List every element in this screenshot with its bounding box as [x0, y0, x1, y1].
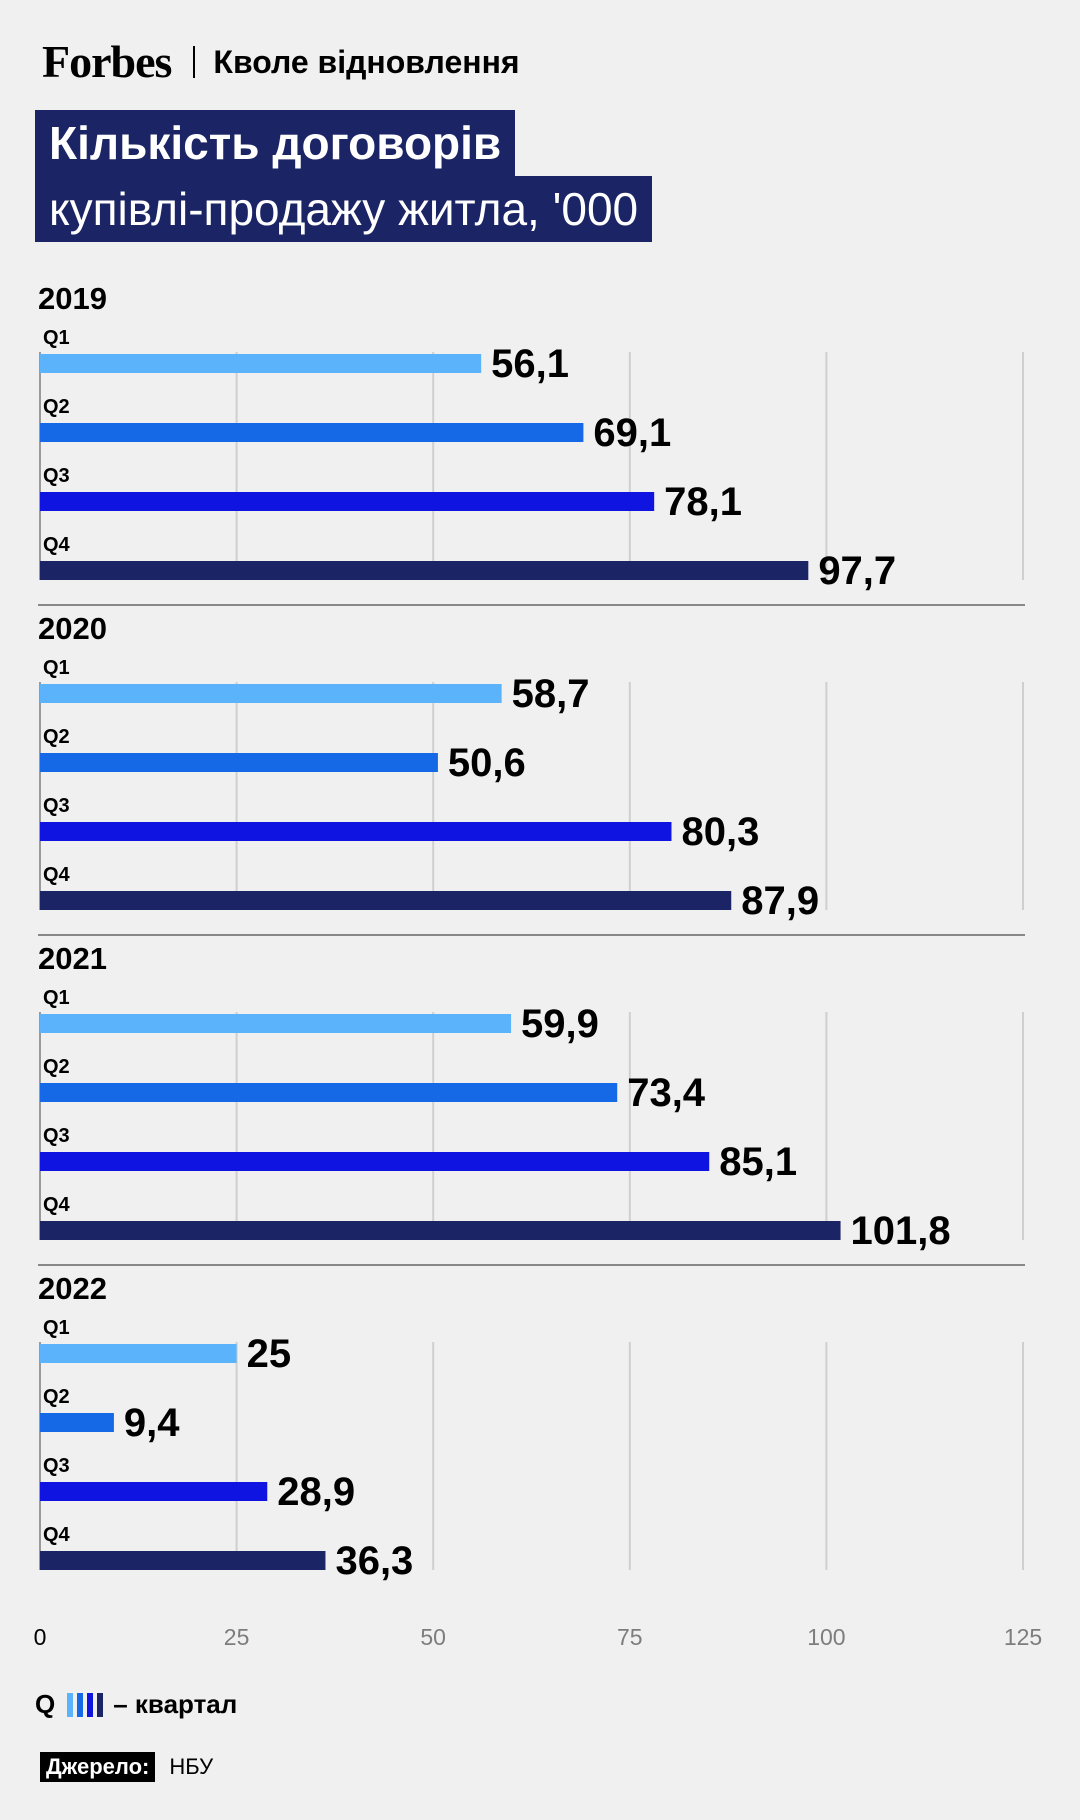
value-label-2019-q4: 97,7	[818, 549, 896, 593]
bar-2021-q1	[40, 1014, 512, 1033]
source-label: Джерело:	[40, 1752, 156, 1782]
bar-2020-q1	[40, 684, 502, 703]
quarter-label-2022-q4: Q4	[43, 1524, 71, 1546]
quarter-label-2021-q4: Q4	[43, 1194, 71, 1216]
value-label-2020-q4: 87,9	[741, 879, 819, 923]
value-label-2021-q1: 59,9	[521, 1002, 599, 1046]
bar-2021-q3	[40, 1152, 710, 1171]
legend-text: – квартал	[113, 1689, 238, 1719]
source: Джерело: НБУ	[40, 1752, 213, 1782]
quarter-label-2019-q4: Q4	[43, 534, 71, 556]
quarter-label-2021-q3: Q3	[43, 1125, 70, 1147]
quarter-label-2020-q1: Q1	[43, 657, 70, 679]
header-divider	[193, 46, 196, 78]
legend-swatch-q3	[87, 1692, 94, 1717]
bar-2020-q2	[40, 753, 438, 772]
year-label-2021: 2021	[38, 941, 107, 976]
source-value: НБУ	[169, 1754, 214, 1779]
x-tick-label-0: 0	[34, 1624, 47, 1650]
value-label-2019-q2: 69,1	[593, 411, 671, 455]
bar-2022-q1	[40, 1344, 237, 1363]
value-label-2021-q2: 73,4	[627, 1071, 706, 1115]
bar-2021-q4	[40, 1221, 841, 1240]
quarter-label-2020-q2: Q2	[43, 726, 70, 748]
legend: Q – квартал	[35, 1689, 237, 1720]
value-label-2022-q2: 9,4	[124, 1401, 180, 1445]
value-label-2019-q3: 78,1	[664, 480, 742, 524]
bar-2022-q2	[40, 1413, 114, 1432]
chart-title: Кількість договорів купівлі-продажу житл…	[35, 110, 653, 242]
bar-2020-q3	[40, 822, 672, 841]
legend-prefix: Q	[35, 1689, 56, 1719]
bar-2019-q1	[40, 354, 482, 373]
value-label-2020-q1: 58,7	[512, 672, 590, 716]
bar-2019-q3	[40, 492, 655, 511]
value-label-2022-q1: 25	[247, 1332, 292, 1376]
bar-2020-q4	[40, 891, 732, 910]
value-label-2020-q3: 80,3	[681, 810, 759, 854]
quarter-label-2022-q1: Q1	[43, 1317, 70, 1339]
quarter-label-2020-q3: Q3	[43, 795, 70, 817]
bar-2019-q4	[40, 561, 809, 580]
bar-2019-q2	[40, 423, 584, 442]
value-label-2021-q4: 101,8	[851, 1209, 951, 1253]
legend-swatch-q2	[77, 1692, 84, 1717]
quarter-label-2019-q3: Q3	[43, 465, 70, 487]
x-tick-label-75: 75	[617, 1624, 643, 1650]
year-label-2020: 2020	[38, 611, 107, 646]
year-label-2019: 2019	[38, 281, 107, 316]
bar-chart: 2019 Q1 56,1 Q2 69,1 Q3 78,1 Q4 97,7 2020 Q1 58,7 Q2…	[34, 281, 1043, 1650]
title-line-1: Кількість договорів	[35, 110, 516, 176]
value-label-2022-q4: 36,3	[335, 1539, 413, 1583]
bar-2022-q4	[40, 1551, 326, 1570]
legend-swatch-q1	[67, 1692, 74, 1717]
forbes-logo: Forbes	[42, 36, 172, 87]
header: Forbes Кволе відновлення	[42, 34, 520, 90]
value-label-2020-q2: 50,6	[448, 741, 526, 785]
quarter-label-2021-q1: Q1	[43, 987, 70, 1009]
quarter-label-2019-q1: Q1	[43, 327, 70, 349]
value-label-2019-q1: 56,1	[491, 342, 569, 386]
year-label-2022: 2022	[38, 1271, 107, 1306]
legend-swatch-q4	[97, 1692, 104, 1717]
x-tick-label-125: 125	[1004, 1624, 1042, 1650]
x-tick-label-50: 50	[420, 1624, 446, 1650]
bar-2022-q3	[40, 1482, 268, 1501]
title-line-2: купівлі-продажу житла, '000	[35, 176, 653, 242]
quarter-label-2021-q2: Q2	[43, 1056, 70, 1078]
header-section: Кволе відновлення	[213, 43, 520, 80]
quarter-label-2020-q4: Q4	[43, 864, 71, 886]
quarter-label-2022-q2: Q2	[43, 1386, 70, 1408]
bar-2021-q2	[40, 1083, 618, 1102]
value-label-2021-q3: 85,1	[719, 1140, 797, 1184]
quarter-label-2022-q3: Q3	[43, 1455, 70, 1477]
x-tick-label-25: 25	[224, 1624, 250, 1650]
x-tick-label-100: 100	[807, 1624, 845, 1650]
quarter-label-2019-q2: Q2	[43, 396, 70, 418]
value-label-2022-q3: 28,9	[277, 1470, 355, 1514]
